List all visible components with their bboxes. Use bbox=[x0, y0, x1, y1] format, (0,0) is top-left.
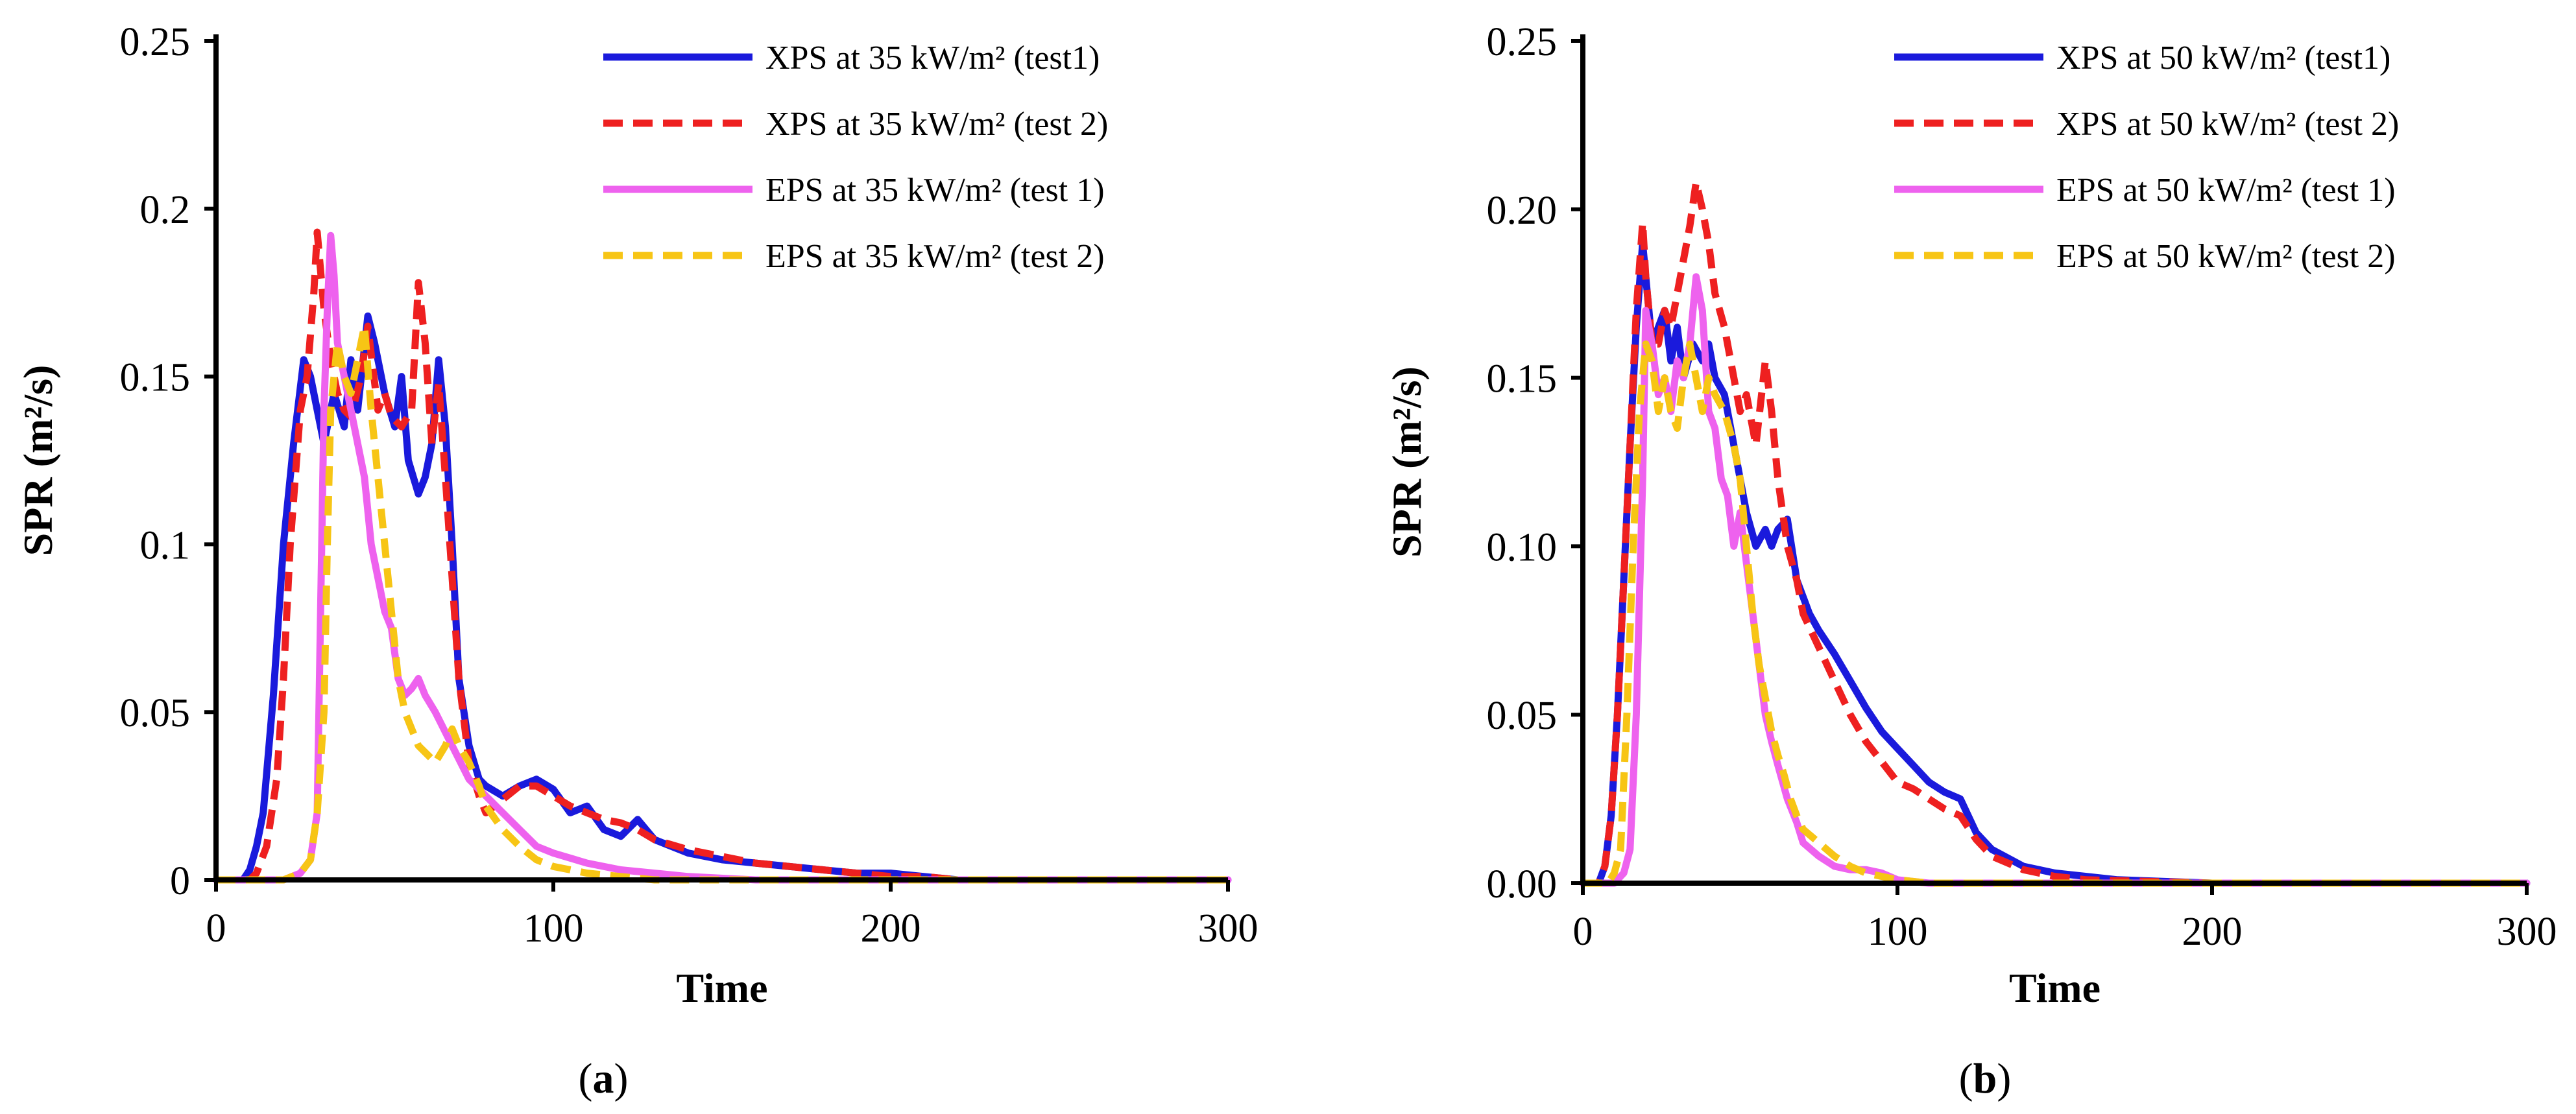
series-group-a bbox=[212, 228, 1232, 884]
x-axis-label-a: Time bbox=[676, 965, 767, 1011]
legend-label: XPS at 35 kW/m² (test1) bbox=[765, 40, 1100, 77]
panel-b: XPS at 50 kW/m² (test1) XPS at 50 kW/m² (… bbox=[1384, 20, 2557, 1102]
legend-item-b-4: EPS at 50 kW/m² (test 2) bbox=[1894, 238, 2396, 275]
y-tick-label-a: 0.2 bbox=[140, 188, 191, 232]
legend-label: XPS at 50 kW/m² (test1) bbox=[2056, 40, 2390, 77]
legend-label: EPS at 50 kW/m² (test 1) bbox=[2056, 172, 2396, 209]
y-tick-label-b: 0.25 bbox=[1487, 20, 1558, 64]
y-axis-label-b: SPR (m²/s) bbox=[1384, 366, 1430, 558]
x-tick-label-b: 100 bbox=[1868, 910, 1928, 954]
x-tick-label-a: 300 bbox=[1198, 907, 1258, 951]
series-group-b bbox=[1579, 178, 2531, 887]
panel-b-caption: (b) bbox=[1959, 1055, 2012, 1102]
legend-item-a-3: EPS at 35 kW/m² (test 1) bbox=[603, 172, 1105, 209]
panel-a-caption: (a) bbox=[579, 1055, 629, 1102]
y-tick-label-b: 0.20 bbox=[1487, 189, 1558, 233]
legend-label: EPS at 35 kW/m² (test 2) bbox=[765, 238, 1105, 275]
legend-item-a-4: EPS at 35 kW/m² (test 2) bbox=[603, 238, 1105, 275]
series-line-a-2 bbox=[216, 228, 1228, 884]
legend-item-b-1: XPS at 50 kW/m² (test1) bbox=[1894, 40, 2390, 77]
legend-item-b-3: EPS at 50 kW/m² (test 1) bbox=[1894, 172, 2396, 209]
y-axis-label-a: SPR (m²/s) bbox=[15, 365, 61, 556]
y-tick-label-a: 0.05 bbox=[120, 691, 191, 735]
series-line-b-1 bbox=[1579, 239, 2531, 887]
y-tick-label-a: 0.15 bbox=[120, 356, 191, 400]
series-line-a-4 bbox=[216, 322, 1228, 884]
legend-label: XPS at 50 kW/m² (test 2) bbox=[2056, 106, 2399, 143]
legend-label: EPS at 35 kW/m² (test 1) bbox=[765, 172, 1105, 209]
series-line-b-3 bbox=[1579, 273, 2531, 887]
x-tick-label-a: 0 bbox=[206, 907, 226, 951]
y-tick-label-b: 0.10 bbox=[1487, 525, 1558, 569]
legend-b: XPS at 50 kW/m² (test1) XPS at 50 kW/m² (… bbox=[1894, 40, 2399, 275]
legend-item-a-2: XPS at 35 kW/m² (test 2) bbox=[603, 106, 1108, 143]
x-axis-label-b: Time bbox=[2009, 965, 2101, 1011]
series-line-b-2 bbox=[1583, 178, 2527, 887]
x-tick-label-b: 0 bbox=[1573, 910, 1593, 954]
legend-item-a-1: XPS at 35 kW/m² (test1) bbox=[603, 40, 1100, 77]
y-tick-label-b: 0.15 bbox=[1487, 357, 1558, 401]
series-line-b-4 bbox=[1583, 340, 2527, 887]
panel-a: XPS at 35 kW/m² (test1) XPS at 35 kW/m² (… bbox=[15, 20, 1258, 1102]
y-tick-label-a: 0.1 bbox=[140, 523, 191, 567]
y-tick-label-b: 0.05 bbox=[1487, 694, 1558, 738]
legend-label: XPS at 35 kW/m² (test 2) bbox=[765, 106, 1108, 143]
x-tick-label-b: 300 bbox=[2497, 910, 2557, 954]
x-tick-label-b: 200 bbox=[2182, 910, 2243, 954]
x-tick-label-a: 100 bbox=[524, 907, 584, 951]
legend-label: EPS at 50 kW/m² (test 2) bbox=[2056, 238, 2396, 275]
y-tick-label-a: 0 bbox=[170, 859, 190, 903]
x-tick-label-a: 200 bbox=[861, 907, 921, 951]
legend-a: XPS at 35 kW/m² (test1) XPS at 35 kW/m² (… bbox=[603, 40, 1108, 275]
y-tick-label-a: 0.25 bbox=[120, 20, 191, 64]
legend-item-b-2: XPS at 50 kW/m² (test 2) bbox=[1894, 106, 2399, 143]
y-tick-label-b: 0.00 bbox=[1487, 862, 1558, 907]
